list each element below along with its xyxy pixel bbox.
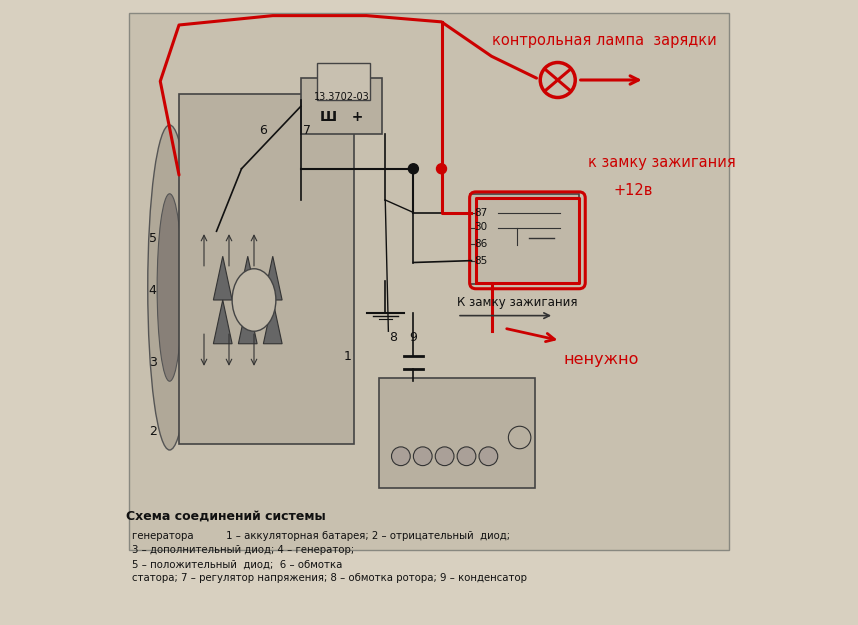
Text: 85: 85 bbox=[474, 256, 488, 266]
Circle shape bbox=[435, 447, 454, 466]
Circle shape bbox=[479, 447, 498, 466]
Polygon shape bbox=[214, 256, 233, 300]
Text: 8: 8 bbox=[390, 331, 397, 344]
Polygon shape bbox=[239, 300, 257, 344]
Polygon shape bbox=[263, 300, 282, 344]
Bar bbox=[317, 62, 370, 100]
Ellipse shape bbox=[233, 269, 276, 331]
Polygon shape bbox=[263, 256, 282, 300]
Ellipse shape bbox=[148, 125, 191, 450]
Text: 6: 6 bbox=[259, 124, 268, 136]
Text: 9: 9 bbox=[409, 331, 417, 344]
Text: Схема соединений системы: Схема соединений системы bbox=[126, 509, 326, 522]
Text: К замку зажигания: К замку зажигания bbox=[457, 296, 577, 309]
Text: контрольная лампа  зарядки: контрольная лампа зарядки bbox=[492, 33, 716, 48]
Polygon shape bbox=[214, 300, 233, 344]
Bar bbox=[179, 94, 354, 444]
Text: ненужно: ненужно bbox=[564, 352, 638, 367]
Text: 2: 2 bbox=[148, 425, 157, 438]
Text: 30: 30 bbox=[474, 222, 487, 232]
Text: генератора          1 – аккуляторная батарея; 2 – отрицательный  диод;
3 – допол: генератора 1 – аккуляторная батарея; 2 –… bbox=[132, 531, 527, 583]
Text: 7: 7 bbox=[303, 124, 311, 136]
Circle shape bbox=[414, 447, 432, 466]
Bar bbox=[129, 12, 729, 550]
Circle shape bbox=[509, 426, 531, 449]
Text: 86: 86 bbox=[474, 239, 488, 249]
Bar bbox=[301, 78, 382, 134]
Circle shape bbox=[457, 447, 476, 466]
Circle shape bbox=[437, 164, 446, 174]
Ellipse shape bbox=[157, 194, 182, 381]
Circle shape bbox=[391, 447, 410, 466]
Text: 1: 1 bbox=[344, 350, 352, 362]
Text: к замку зажигания: к замку зажигания bbox=[589, 155, 736, 170]
Text: Ш   +: Ш + bbox=[320, 111, 363, 124]
Polygon shape bbox=[239, 256, 257, 300]
Circle shape bbox=[408, 164, 419, 174]
Text: 4: 4 bbox=[148, 284, 157, 297]
Text: 13.3702-03: 13.3702-03 bbox=[314, 92, 370, 102]
Bar bbox=[469, 194, 579, 284]
Text: 87: 87 bbox=[474, 208, 488, 217]
Text: 5: 5 bbox=[148, 232, 157, 245]
Text: +12в: +12в bbox=[613, 183, 653, 198]
Text: 3: 3 bbox=[148, 356, 157, 369]
Bar bbox=[379, 378, 535, 488]
